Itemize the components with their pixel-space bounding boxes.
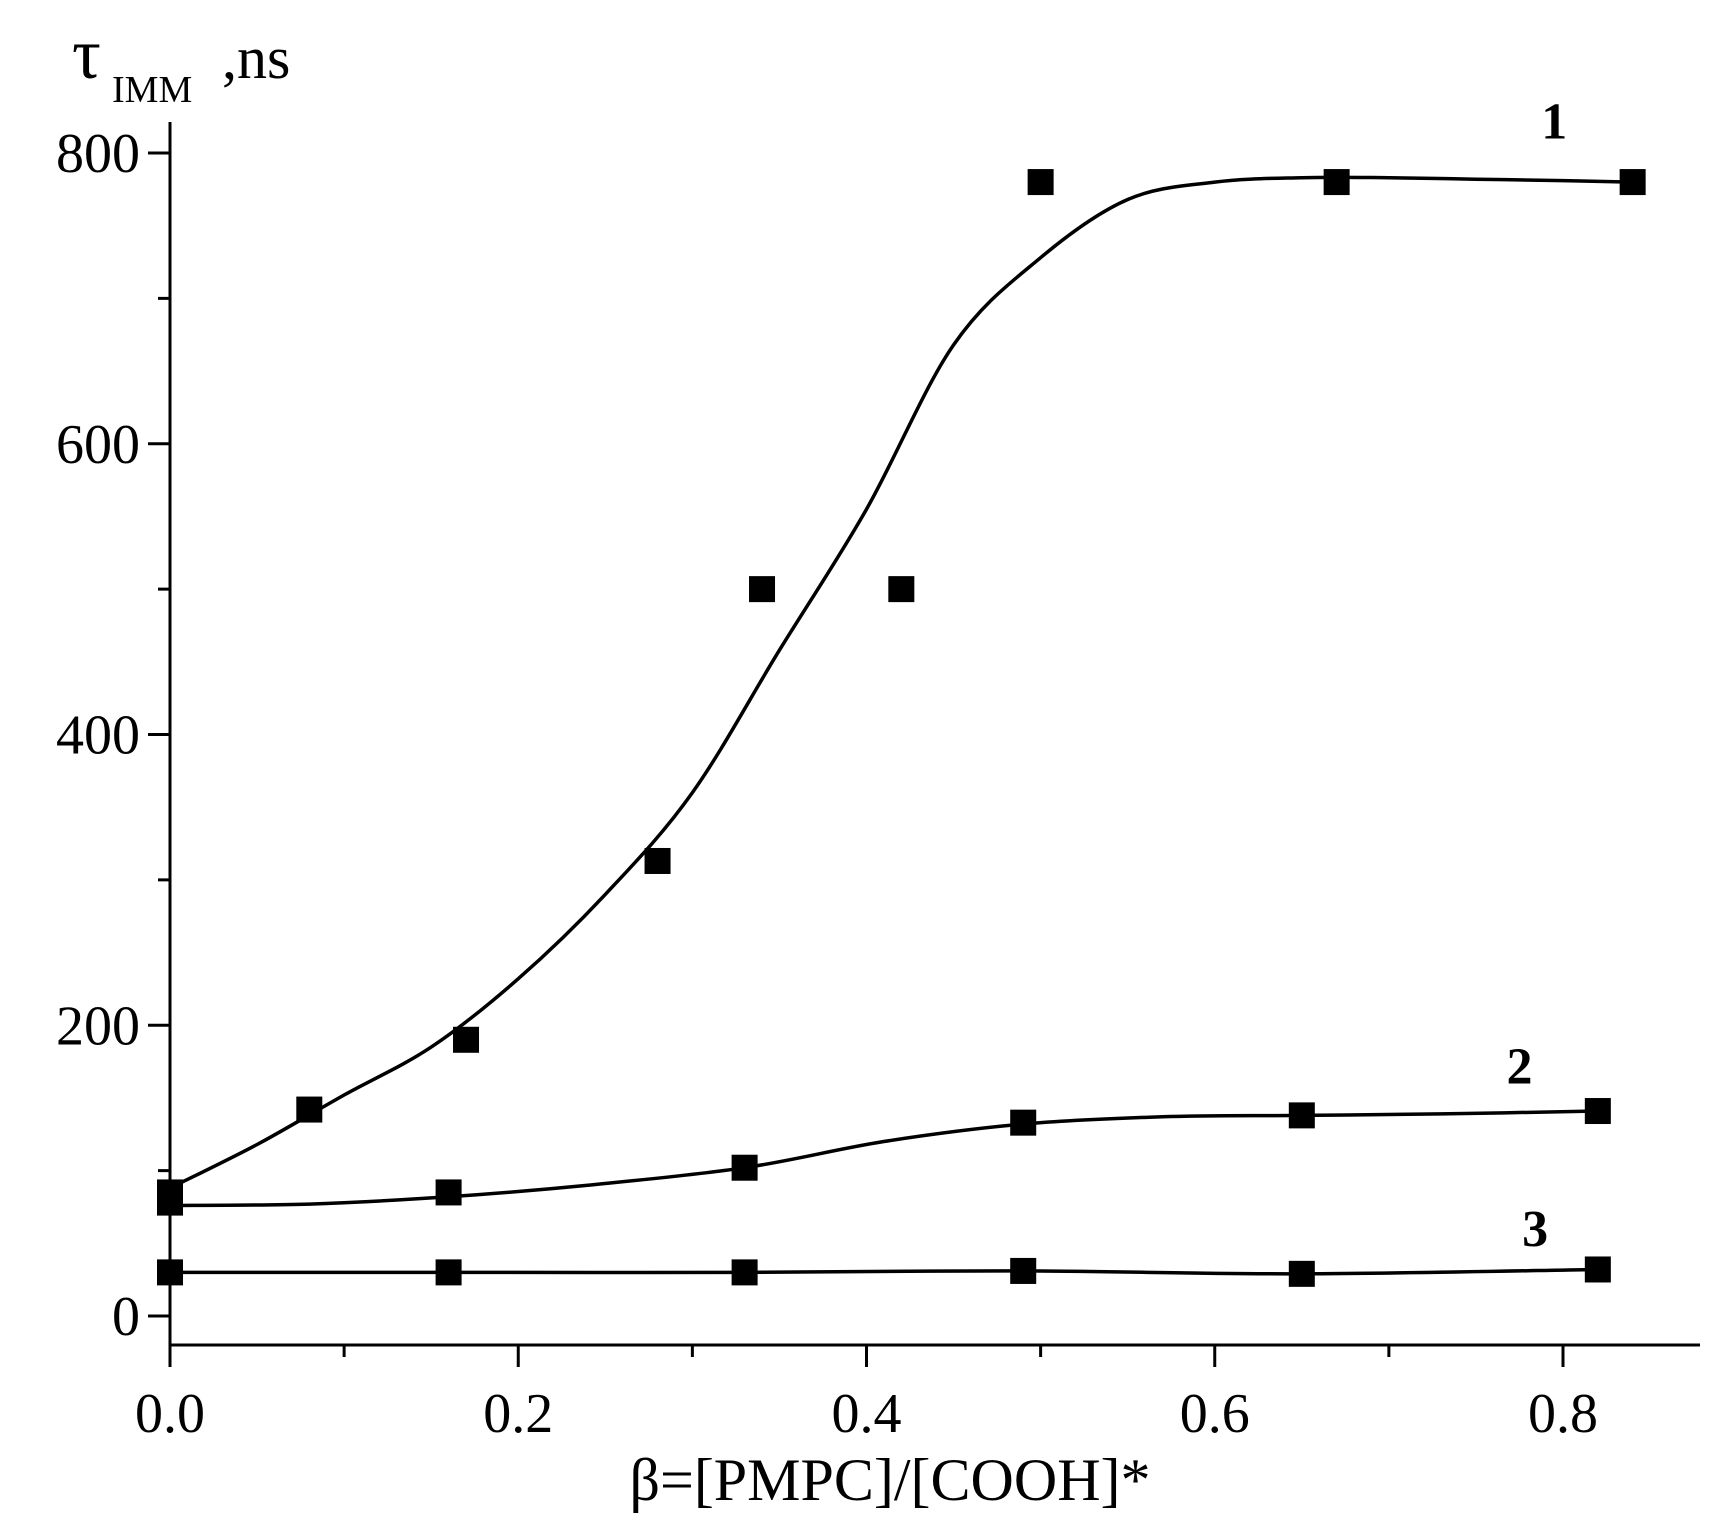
series-1-marker xyxy=(296,1096,323,1123)
series-3-marker xyxy=(435,1259,462,1286)
y-axis-title-subscript: IMM xyxy=(112,69,192,111)
series-2-fit-line xyxy=(169,1109,1598,1208)
y-axis-title-unit: ,ns xyxy=(222,25,290,91)
series-1-fit-line xyxy=(169,175,1633,1190)
series-2-marker xyxy=(1010,1109,1037,1136)
series-1-marker xyxy=(1619,169,1646,196)
series-2-marker xyxy=(1288,1102,1315,1129)
series-1-marker xyxy=(1027,169,1054,196)
series-1-marker xyxy=(888,576,915,603)
series-2-marker xyxy=(435,1179,462,1206)
series-1-marker xyxy=(453,1026,480,1053)
series-1-marker xyxy=(644,847,671,874)
x-tick-label: 0.2 xyxy=(483,1383,553,1445)
series-labels: 1 2 3 xyxy=(1506,93,1567,1258)
series-2-marker xyxy=(731,1154,758,1181)
series-3-marker xyxy=(1010,1257,1037,1284)
series-2-marker xyxy=(1584,1098,1611,1125)
y-axis-title: τ xyxy=(72,14,101,94)
series-1-marker xyxy=(1323,169,1350,196)
series-3-marker xyxy=(1288,1260,1315,1287)
series-3-marker xyxy=(157,1259,183,1286)
x-tick-label: 0.4 xyxy=(832,1383,902,1445)
x-axis-title: β=[PMPC]/[COOH]* xyxy=(629,1447,1150,1513)
x-tick-label: 0.8 xyxy=(1528,1383,1598,1445)
y-tick-label: 800 xyxy=(56,123,140,185)
data-markers xyxy=(157,169,1646,1287)
y-tick-label: 200 xyxy=(56,995,140,1057)
series-1-label: 1 xyxy=(1541,93,1567,150)
y-tick-label: 400 xyxy=(56,705,140,767)
series-3-label: 3 xyxy=(1522,1201,1548,1258)
x-tick-label: 0.6 xyxy=(1180,1383,1250,1445)
series-3-marker xyxy=(731,1259,758,1286)
x-tick-label: 0.0 xyxy=(135,1383,205,1445)
axes xyxy=(168,122,1700,1347)
ticks: 0 200 400 600 800 0.0 0.2 0.4 0.6 0.8 xyxy=(56,123,1598,1445)
series-2-marker xyxy=(157,1189,183,1216)
series-3-fit-line xyxy=(170,1267,1598,1276)
y-tick-label: 0 xyxy=(112,1286,140,1348)
fit-curves xyxy=(169,175,1633,1276)
series-1-marker xyxy=(749,576,776,603)
series-3-marker xyxy=(1584,1256,1611,1283)
series-2-label: 2 xyxy=(1506,1038,1532,1095)
y-tick-label: 600 xyxy=(56,414,140,476)
